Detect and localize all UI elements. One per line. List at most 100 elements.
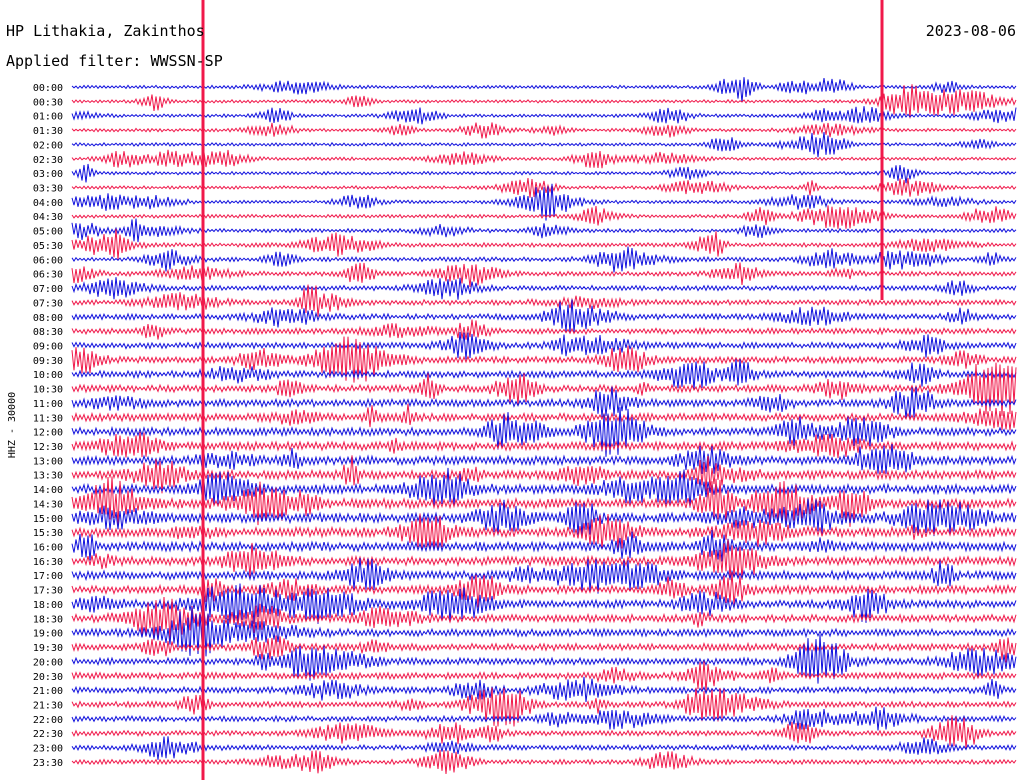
row-label: 23:30: [33, 758, 63, 769]
row-label: 20:00: [33, 657, 63, 668]
row-label: 17:00: [33, 571, 63, 582]
row-label: 06:00: [33, 255, 63, 266]
trace-row: [71, 336, 1017, 383]
row-label: 13:30: [33, 471, 63, 482]
row-label: 04:00: [33, 198, 63, 209]
trace-row: [71, 403, 1017, 431]
trace-row: [71, 183, 1017, 221]
row-label: 18:00: [33, 600, 63, 611]
trace-row: [71, 131, 1017, 158]
trace-row: [71, 572, 1017, 608]
trace-row: [71, 77, 1017, 103]
trace-row: [71, 583, 1017, 628]
row-label: 11:00: [33, 399, 63, 410]
row-label: 08:30: [33, 327, 63, 338]
trace-row: [71, 359, 1017, 390]
row-label: 10:30: [33, 385, 63, 396]
chart-title: HP Lithakia, Zakinthos: [6, 22, 205, 40]
row-label: 07:30: [33, 298, 63, 309]
row-label: 03:00: [33, 169, 63, 180]
trace-row: [71, 205, 1017, 229]
row-label: 13:00: [33, 456, 63, 467]
trace-row: [71, 736, 1017, 760]
trace-row: [71, 498, 1017, 537]
trace-row: [71, 149, 1017, 169]
chart-date: 2023-08-06: [926, 22, 1016, 40]
row-label: 05:00: [33, 227, 63, 238]
row-label: 02:00: [33, 140, 63, 151]
trace-row: [71, 122, 1017, 139]
trace-row: [71, 407, 1017, 457]
trace-row: [71, 476, 1017, 527]
trace-row: [71, 596, 1017, 641]
trace-row: [71, 106, 1017, 125]
trace-row: [71, 605, 1017, 657]
trace-row: [71, 177, 1017, 198]
row-label: 19:30: [33, 643, 63, 654]
row-label: 15:30: [33, 528, 63, 539]
row-label: 21:30: [33, 701, 63, 712]
row-label: 10:00: [33, 370, 63, 381]
row-label: 12:00: [33, 428, 63, 439]
trace-group: [71, 0, 1017, 780]
row-label: 08:00: [33, 313, 63, 324]
row-label: 01:30: [33, 126, 63, 137]
row-label: 20:30: [33, 672, 63, 683]
trace-row: [71, 467, 1017, 508]
trace-row: [71, 386, 1017, 419]
row-label: 21:00: [33, 686, 63, 697]
trace-row: [71, 455, 1017, 494]
row-label: 02:30: [33, 155, 63, 166]
row-label: 12:30: [33, 442, 63, 453]
row-label: 16:00: [33, 543, 63, 554]
trace-row: [71, 557, 1017, 594]
row-label: 15:00: [33, 514, 63, 525]
trace-row: [71, 277, 1017, 300]
row-label: 17:30: [33, 586, 63, 597]
trace-row: [71, 299, 1017, 333]
trace-row: [71, 687, 1017, 727]
row-label: 07:00: [33, 284, 63, 295]
row-label: 00:30: [33, 97, 63, 108]
y-axis-label: HHZ - 30000: [7, 392, 18, 458]
row-label: 01:00: [33, 112, 63, 123]
trace-row: [71, 362, 1017, 416]
trace-row: [71, 262, 1017, 288]
trace-row: [71, 246, 1017, 273]
trace-row: [71, 634, 1017, 684]
row-label: 18:30: [33, 614, 63, 625]
row-label: 09:00: [33, 342, 63, 353]
trace-row: [71, 228, 1017, 260]
chart-subtitle: Applied filter: WWSSN-SP: [6, 52, 223, 70]
trace-row: [71, 443, 1017, 474]
row-label-group: 00:00 00:30 01:00 01:30 02:00 02:30 03:00 03:30…: [33, 83, 63, 769]
row-label: 04:30: [33, 212, 63, 223]
trace-row: [71, 706, 1017, 731]
row-label: 11:30: [33, 413, 63, 424]
row-label: 03:30: [33, 184, 63, 195]
row-label: 09:30: [33, 356, 63, 367]
trace-row: [71, 218, 1017, 243]
trace-row: [71, 635, 1017, 663]
trace-row: [71, 319, 1017, 340]
trace-row: [71, 284, 1017, 317]
trace-row: [71, 163, 1017, 184]
trace-row: [71, 431, 1017, 459]
trace-row: [71, 84, 1017, 119]
row-label: 19:00: [33, 629, 63, 640]
trace-row: [71, 749, 1017, 774]
row-label: 16:30: [33, 557, 63, 568]
trace-row: [71, 539, 1017, 581]
row-label: 14:00: [33, 485, 63, 496]
trace-row: [71, 676, 1017, 702]
trace-row: [71, 530, 1017, 562]
row-label: 22:00: [33, 715, 63, 726]
trace-row: [71, 331, 1017, 360]
row-label: 22:30: [33, 729, 63, 740]
trace-row: [71, 661, 1017, 692]
row-label: 00:00: [33, 83, 63, 94]
row-label: 05:30: [33, 241, 63, 252]
trace-row: [71, 715, 1017, 749]
row-label: 23:00: [33, 744, 63, 755]
